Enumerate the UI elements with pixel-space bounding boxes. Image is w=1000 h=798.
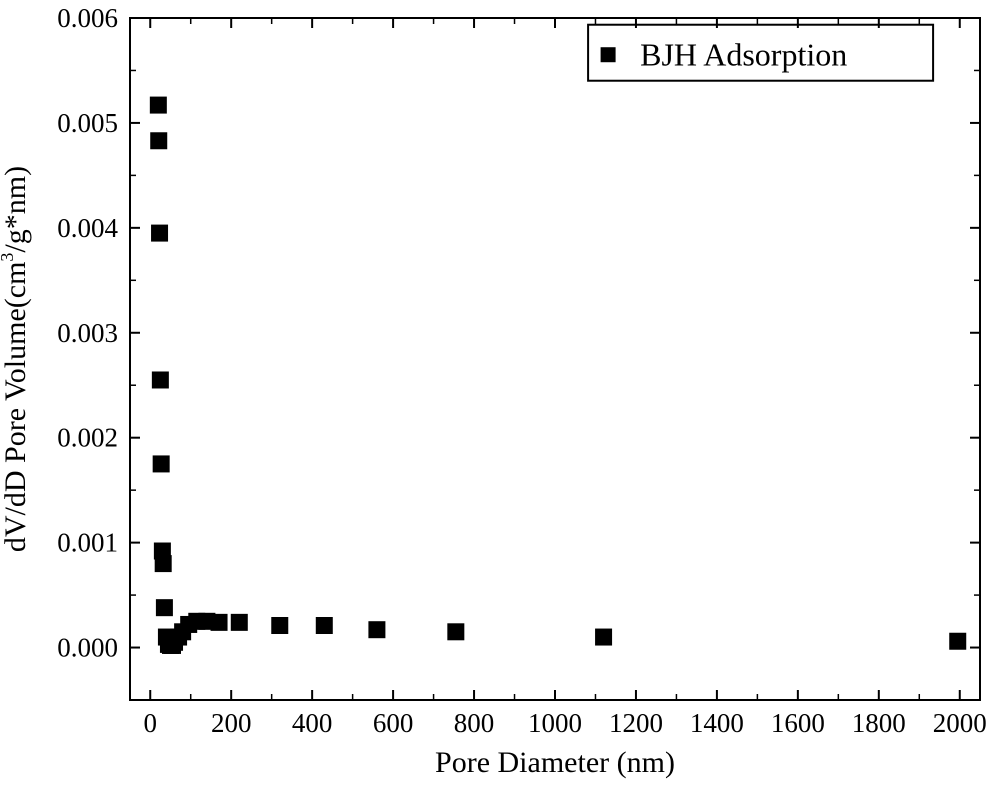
- data-point: [150, 97, 167, 114]
- y-tick-label: 0.006: [57, 3, 118, 33]
- data-point: [156, 599, 173, 616]
- x-tick-label: 600: [373, 708, 414, 738]
- chart-container: 0 200 400 600 800 1000 1200 1400 1600 1800 2000 0.0…: [0, 0, 1000, 798]
- data-point: [150, 132, 167, 149]
- data-point: [152, 371, 169, 388]
- x-tick-label: 1000: [528, 708, 582, 738]
- x-tick-label: 0: [143, 708, 157, 738]
- y-tick-label: 0.002: [57, 423, 118, 453]
- x-tick-label: 1200: [609, 708, 663, 738]
- data-point: [155, 555, 172, 572]
- x-tick-label: 1400: [690, 708, 744, 738]
- x-tick-label: 800: [454, 708, 495, 738]
- y-axis-label: dV/dD Pore Volume(cm3/g*nm): [0, 166, 32, 552]
- data-point: [316, 617, 333, 634]
- x-axis-label: Pore Diameter (nm): [435, 746, 675, 779]
- x-tick-label: 1800: [852, 708, 906, 738]
- x-tick-label: 1600: [771, 708, 825, 738]
- data-point: [231, 614, 248, 631]
- y-tick-label: 0.000: [57, 633, 118, 663]
- data-point: [271, 617, 288, 634]
- y-tick-label: 0.004: [57, 213, 118, 243]
- data-point: [447, 623, 464, 640]
- data-point: [211, 614, 228, 631]
- x-tick-label: 200: [211, 708, 252, 738]
- data-point: [153, 455, 170, 472]
- y-tick-label: 0.003: [57, 318, 118, 348]
- data-point: [949, 633, 966, 650]
- legend-label: BJH Adsorption: [640, 37, 847, 73]
- y-tick-label: 0.001: [57, 528, 118, 558]
- data-point: [368, 621, 385, 638]
- data-point: [595, 629, 612, 646]
- y-tick-label: 0.005: [57, 108, 118, 138]
- x-tick-label: 2000: [933, 708, 987, 738]
- x-tick-label: 400: [292, 708, 333, 738]
- legend-marker: [601, 47, 616, 62]
- scatter-chart: 0 200 400 600 800 1000 1200 1400 1600 1800 2000 0.0…: [0, 0, 1000, 798]
- data-point: [151, 225, 168, 242]
- chart-bg: [0, 0, 1000, 798]
